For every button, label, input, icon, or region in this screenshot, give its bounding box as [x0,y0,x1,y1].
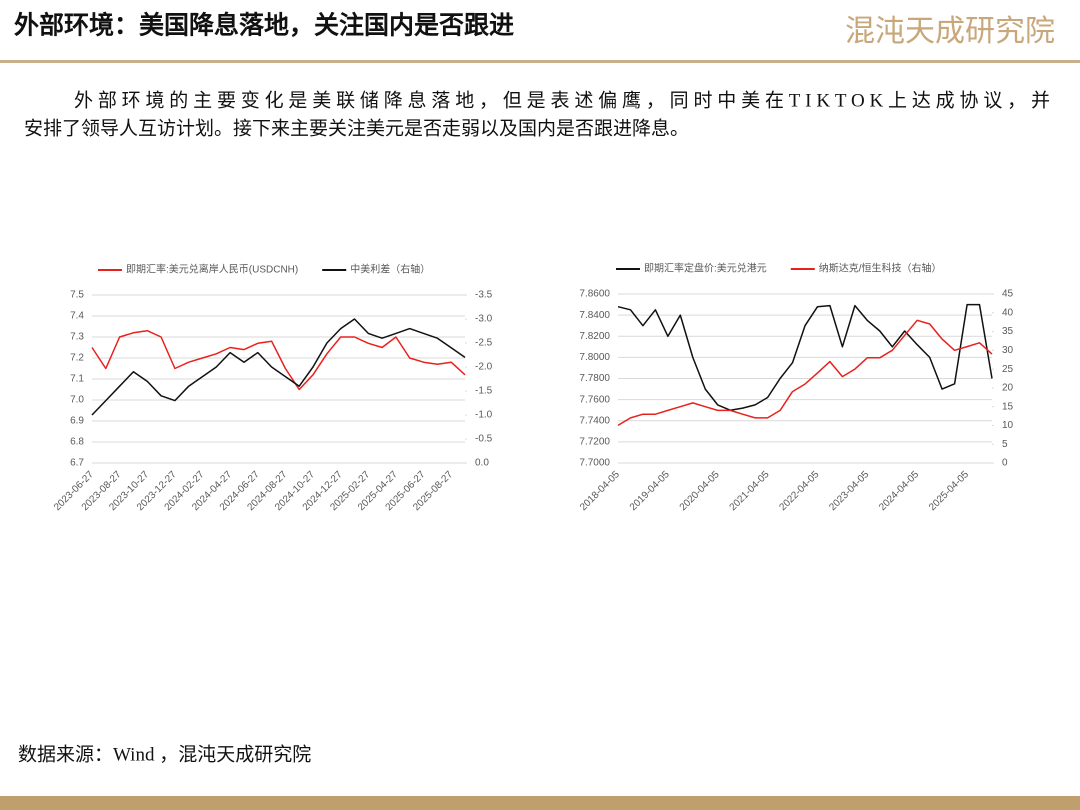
series-line [91,329,466,391]
y-tick-label: 7.8000 [579,352,610,363]
y-tick-label: 7.8400 [579,310,610,321]
legend-label: 中美利差（右轴） [350,263,430,276]
x-tick-label: 2022-04-05 [778,469,822,513]
charts: 6.7 6.8 6.9 7.0 7.1 7.2 7.3 7.4 7.5 0.0 -0.5 -1.0 -1… [52,262,1014,514]
paragraph-line: 安排了领导人互访计划。接下来主要关注美元是否走弱以及国内是否跟进降息。 [24,117,689,139]
y-tick-label: 7.7000 [579,458,610,469]
y2-tick-label: 25 [1002,364,1014,375]
x-tick-label: 2023-04-05 [827,469,871,513]
y-tick-label: 7.7800 [579,373,610,384]
legend-label: 纳斯达克/恒生科技（右轴） [819,262,942,275]
y2-tick-label: 10 [1002,420,1014,431]
y2-tick-label: 5 [1002,439,1008,450]
footer-bar [0,796,1080,810]
y2-tick-label: 20 [1002,383,1014,394]
header-rule [0,60,1080,63]
y-tick-label: 7.3 [70,332,84,343]
y2-tick-label: 35 [1002,326,1014,337]
y2-tick-label: 0 [1002,458,1008,469]
series-line [91,318,466,416]
y-tick-label: 7.7400 [579,415,610,426]
y2-tick-label: 30 [1002,345,1014,356]
y-tick-label: 7.1 [70,374,84,385]
y-tick-label: 6.8 [70,437,84,448]
x-tick-label: 2019-04-05 [628,469,672,513]
y2-tick-label: 40 [1002,307,1014,318]
legend-label: 即期汇率:美元兑离岸人民币(USDCNH) [126,263,298,276]
logo: 混沌天成研究院 [845,15,1055,48]
x-tick-label: 2018-04-05 [578,469,622,513]
slide-title: 外部环境：美国降息落地，关注国内是否跟进 [14,11,514,40]
y-tick-label: 7.7200 [579,437,610,448]
legend-label: 即期汇率定盘价:美元兑港元 [644,262,767,275]
y2-tick-label: 15 [1002,401,1014,412]
series-line [617,303,993,411]
y2-tick-label: 0.0 [475,458,489,469]
y2-tick-label: -0.5 [475,434,493,445]
y2-tick-label: -2.5 [475,338,493,349]
x-tick-label: 2020-04-05 [678,469,722,513]
y-tick-label: 7.4 [70,311,84,322]
y-tick-label: 7.2 [70,353,84,364]
y2-tick-label: -3.0 [475,314,493,325]
y-tick-label: 7.5 [70,290,84,301]
source-note: 数据来源：Wind ，混沌天成研究院 [18,743,311,765]
y-tick-label: 6.9 [70,416,84,427]
y2-tick-label: -1.0 [475,410,493,421]
y-tick-label: 6.7 [70,458,84,469]
y-tick-label: 7.7600 [579,394,610,405]
series-line [617,319,993,427]
y2-tick-label: -1.5 [475,386,493,397]
y-tick-label: 7.8200 [579,331,610,342]
y2-tick-label: -3.5 [475,290,493,301]
x-tick-label: 2024-04-05 [877,469,921,513]
y-tick-label: 7.8600 [579,289,610,300]
y-tick-label: 7.0 [70,395,84,406]
paragraph-line: 外部环境的主要变化是美联储降息落地，但是表述偏鹰，同时中美在TIKTOK上达成协… [74,89,1050,111]
y2-tick-label: -2.0 [475,362,493,373]
x-tick-label: 2021-04-05 [728,469,772,513]
y2-tick-label: 45 [1002,289,1014,300]
x-tick-label: 2025-04-05 [927,469,971,513]
